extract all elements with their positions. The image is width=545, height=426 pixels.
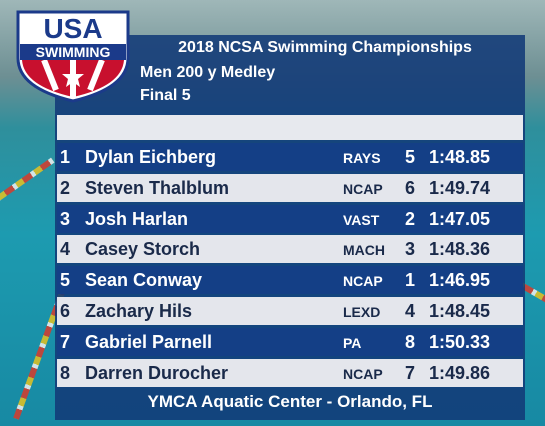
- time: 1:49.74: [429, 177, 491, 198]
- swimmer-name: Darren Durocher: [85, 362, 229, 383]
- lane: 6: [405, 177, 416, 198]
- title: 2018 NCSA Swimming Championships: [178, 39, 472, 56]
- result-row: 8 Darren Durocher NCAP 7 1:49.86: [57, 358, 523, 387]
- team: PA: [343, 334, 362, 351]
- lane: 2: [405, 208, 416, 229]
- lane: 7: [405, 362, 416, 383]
- place: 1: [60, 147, 71, 167]
- swimmer-name: Casey Storch: [85, 239, 201, 260]
- team: VAST: [343, 211, 380, 228]
- logo-bottom: SWIMMING: [36, 44, 111, 60]
- team: RAYS: [343, 150, 381, 166]
- header-bar: [57, 115, 523, 140]
- place: 4: [60, 239, 71, 260]
- result-row: 6 Zachary Hils LEXD 4 1:48.45: [57, 297, 523, 325]
- team: LEXD: [343, 304, 381, 320]
- round: Final 5: [140, 87, 191, 104]
- lane: 1: [405, 270, 416, 291]
- time: 1:48.85: [429, 147, 491, 167]
- place: 6: [60, 301, 71, 321]
- lane: 4: [405, 301, 416, 321]
- place: 5: [60, 270, 71, 291]
- result-row: 5 Sean Conway NCAP 1 1:46.95: [57, 266, 523, 295]
- result-row: 3 Josh Harlan VAST 2 1:47.05: [57, 204, 523, 233]
- result-row: 7 Gabriel Parnell PA 8 1:50.33: [57, 327, 523, 356]
- team: MACH: [343, 242, 385, 259]
- time: 1:49.86: [429, 362, 491, 383]
- venue: YMCA Aquatic Center - Orlando, FL: [147, 392, 433, 411]
- time: 1:47.05: [429, 208, 491, 229]
- place: 2: [60, 177, 71, 198]
- time: 1:46.95: [429, 270, 491, 291]
- time: 1:50.33: [429, 331, 491, 352]
- time: 1:48.36: [429, 239, 491, 260]
- lane: 8: [405, 331, 416, 352]
- lane: 5: [405, 147, 416, 167]
- place: 3: [60, 208, 71, 229]
- result-row: 2 Steven Thalblum NCAP 6 1:49.74: [57, 173, 523, 202]
- swimmer-name: Josh Harlan: [85, 208, 189, 229]
- result-row: 1 Dylan Eichberg RAYS 5 1:48.85: [57, 143, 523, 171]
- event: Men 200 y Medley: [140, 64, 276, 81]
- place: 8: [60, 362, 71, 383]
- lane: 3: [405, 239, 416, 260]
- swimmer-name: Zachary Hils: [85, 301, 193, 321]
- logo-top: USA: [43, 13, 102, 44]
- time: 1:48.45: [429, 301, 491, 321]
- swimmer-name: Dylan Eichberg: [85, 147, 217, 167]
- team: NCAP: [343, 365, 383, 382]
- team: NCAP: [343, 273, 383, 290]
- swimmer-name: Steven Thalblum: [85, 177, 230, 198]
- swimmer-name: Gabriel Parnell: [85, 331, 213, 352]
- lane-rope: [0, 157, 55, 209]
- result-row: 4 Casey Storch MACH 3 1:48.36: [57, 235, 523, 264]
- place: 7: [60, 331, 71, 352]
- swimmer-name: Sean Conway: [85, 270, 203, 291]
- team: NCAP: [343, 180, 383, 197]
- usa-swimming-logo: USA SWIMMING: [16, 10, 130, 103]
